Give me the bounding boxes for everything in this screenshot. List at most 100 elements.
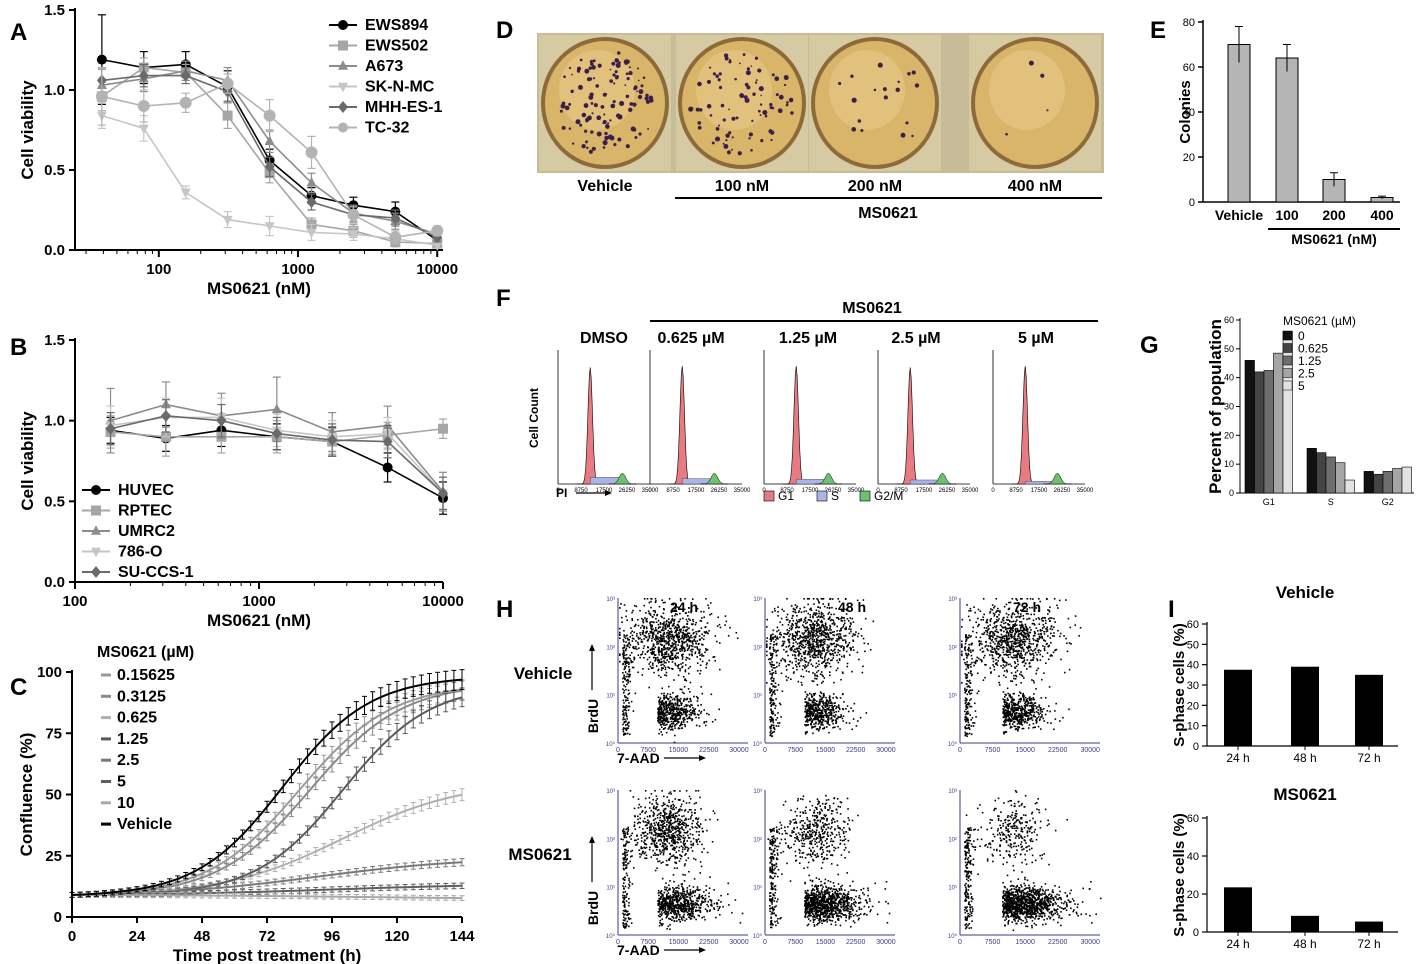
panel-h-event [772, 721, 775, 724]
panel-h-event [820, 692, 823, 695]
panel-h-event [805, 701, 808, 703]
panel-h-event [832, 708, 834, 710]
panel-g-y-tick-label: 60 [1224, 315, 1234, 325]
panel-h-event [789, 633, 791, 636]
panel-h-event [642, 647, 645, 650]
panel-h-event [640, 653, 642, 656]
panel-h-event [847, 620, 850, 622]
panel-h-event [662, 607, 665, 610]
panel-h-event [823, 640, 826, 643]
panel-h-event [688, 618, 690, 620]
panel-h-event [701, 637, 703, 639]
panel-h-event [692, 707, 694, 709]
panel-h-event [669, 716, 672, 719]
panel-h-event [672, 704, 675, 707]
panel-h-event [826, 649, 828, 652]
panel-h-event [685, 635, 688, 637]
panel-h-event [663, 724, 665, 726]
panel-h-event [665, 674, 668, 677]
panel-h-event [658, 637, 661, 639]
panel-h-event [835, 717, 838, 720]
panel-h-event [770, 694, 773, 697]
panel-h-event [827, 647, 829, 650]
panel-h-event [819, 633, 822, 635]
panel-h-event [667, 618, 670, 620]
panel-h-event [663, 640, 666, 643]
panel-h-event [773, 728, 776, 731]
panel-h-event [772, 701, 775, 704]
panel-h-event [646, 651, 649, 653]
panel-h-event [658, 719, 660, 721]
panel-h-event [769, 647, 771, 650]
panel-h-event [675, 712, 677, 715]
panel-h-event [685, 704, 687, 706]
panel-h-event [665, 671, 668, 674]
panel-h-event [680, 702, 683, 705]
panel-h-event [622, 662, 625, 665]
panel-h-event [810, 620, 813, 623]
panel-h-event [817, 619, 820, 621]
panel-h-event [691, 710, 694, 712]
panel-f-g1-peak [576, 367, 604, 485]
panel-h-event [668, 707, 671, 709]
panel-h-event [680, 663, 682, 665]
panel-h-event [658, 722, 661, 724]
panel-h-event [792, 638, 794, 640]
panel-h-event [657, 674, 660, 677]
panel-h-event [855, 725, 858, 727]
panel-h-event [677, 656, 680, 659]
panel-d-colony [617, 51, 621, 55]
panel-d-colony [851, 127, 857, 132]
panel-h-y-tick-label: 10⁰ [606, 741, 616, 748]
panel-h-event [807, 603, 809, 606]
panel-h-event [684, 713, 687, 716]
panel-h-event [848, 654, 851, 656]
panel-h-event [784, 659, 787, 662]
panel-h-event [632, 666, 635, 669]
panel-h-event [776, 717, 779, 719]
panel-h-event [813, 625, 815, 628]
panel-h-event [658, 732, 660, 735]
panel-h-event [852, 718, 855, 720]
panel-h-event [679, 668, 681, 670]
panel-g-x-tick-label: G2 [1382, 497, 1394, 507]
panel-h-event [807, 661, 810, 664]
panel-h-event [792, 667, 794, 669]
panel-h-event [674, 727, 676, 729]
panel-h-event [668, 623, 671, 625]
panel-c-y-tick-label: 25 [45, 848, 62, 865]
panel-h-event [778, 664, 780, 667]
panel-h-event [817, 703, 820, 706]
panel-h-event [803, 647, 806, 649]
panel-h-event [628, 666, 630, 668]
panel-h-event [674, 734, 676, 737]
panel-h-event [848, 722, 851, 724]
panel-h-event [627, 705, 629, 708]
panel-h-event [651, 647, 654, 649]
panel-h-event [686, 623, 688, 625]
panel-h-event [814, 653, 816, 656]
panel-h-event [805, 724, 808, 726]
panel-h-event [685, 639, 688, 641]
panel-h-event [678, 636, 681, 639]
panel-h-event [811, 665, 814, 667]
panel-h-event [769, 670, 771, 673]
panel-d-colony [706, 79, 711, 84]
panel-h-event [674, 613, 677, 615]
panel-h-event [684, 669, 687, 671]
panel-c-legend-label: 0.625 [117, 710, 157, 727]
panel-h-event [769, 691, 771, 694]
panel-h-event [625, 709, 628, 712]
panel-h-event [770, 677, 772, 680]
panel-h-event [852, 646, 854, 648]
panel-h-event [790, 628, 793, 631]
panel-h-event [823, 677, 826, 679]
panel-d-colony [895, 87, 900, 93]
panel-h-event [796, 631, 798, 634]
panel-h-event [672, 692, 674, 694]
panel-d-colony [709, 114, 713, 117]
panel-h-event [835, 669, 838, 672]
panel-h-event [696, 697, 699, 699]
panel-h-event [815, 713, 817, 715]
panel-h-event [689, 665, 692, 668]
